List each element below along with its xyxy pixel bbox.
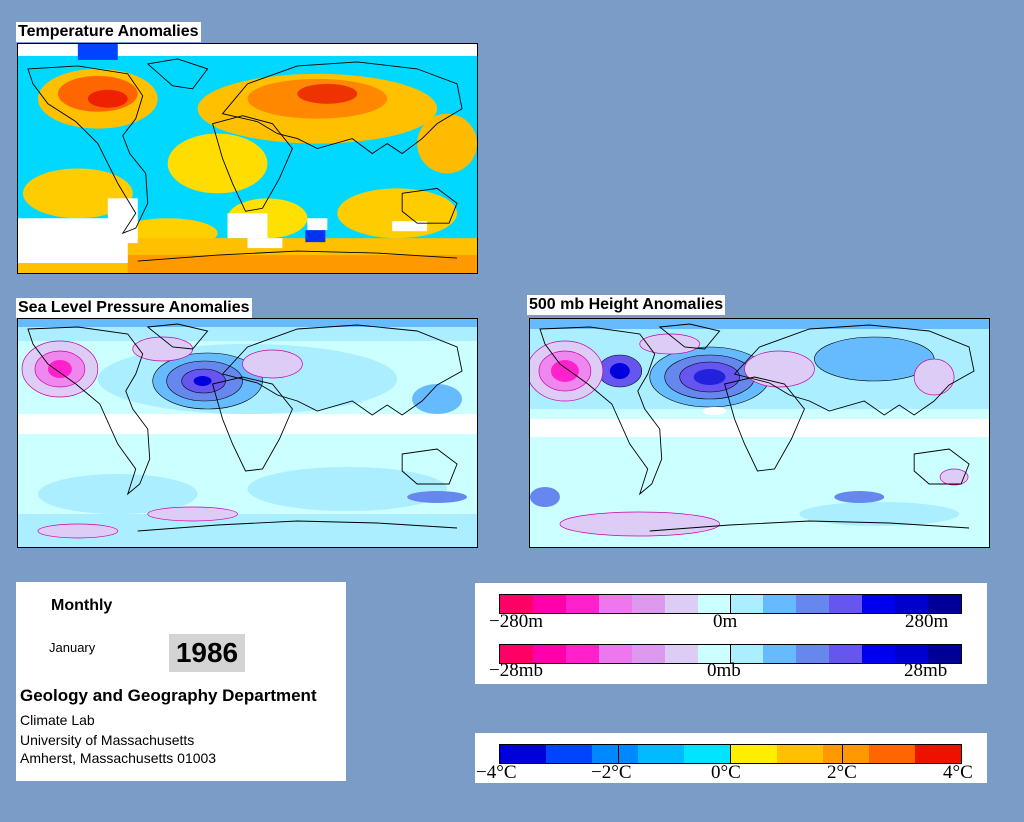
temperature-scale-swatch [868, 745, 915, 763]
temperature-legend: −4°C −2°C 0°C 2°C 4°C [475, 733, 987, 783]
height-scale-swatch [895, 595, 928, 613]
pressure-scale-swatch [862, 645, 896, 663]
height-scale-swatch [862, 595, 896, 613]
temperature-scale-swatch [776, 745, 823, 763]
temperature-scale-swatch [638, 745, 685, 763]
pressure-scale-swatch [598, 645, 632, 663]
temperature-scale-swatch [730, 745, 777, 763]
temp-label-neg2: −2°C [591, 762, 632, 783]
temp-tick-neg2 [618, 744, 619, 764]
pressure-zero-tick [730, 644, 731, 664]
pressure-scale-swatch [500, 645, 533, 663]
height-scale-swatch [631, 595, 665, 613]
temperature-color-scale [499, 744, 962, 764]
height-scale-swatch [532, 595, 566, 613]
temp-label-pos4: 4°C [943, 762, 973, 783]
height-pressure-legend: −280m 0m 280m −28mb 0mb 28mb [475, 583, 987, 684]
height-scale-swatch [763, 595, 797, 613]
temperature-panel-title: Temperature Anomalies [16, 22, 201, 42]
department-name: Geology and Geography Department [20, 686, 317, 705]
height-min-label: −280m [489, 611, 543, 632]
year-label: 1986 [169, 634, 245, 672]
address-line-3: Amherst, Massachusetts 01003 [20, 750, 217, 766]
temperature-scale-swatch [914, 745, 961, 763]
pressure-scale-swatch [763, 645, 797, 663]
month-label: January [49, 640, 96, 655]
address-line-2: University of Massachusetts [20, 732, 195, 748]
height-scale-swatch [927, 595, 961, 613]
temperature-scale-swatch [822, 745, 869, 763]
height-scale-swatch [796, 595, 830, 613]
height-scale-swatch [598, 595, 632, 613]
height-scale-swatch [697, 595, 731, 613]
pressure-scale-swatch [532, 645, 566, 663]
temp-label-neg4: −4°C [476, 762, 517, 783]
temp-label-zero: 0°C [711, 762, 741, 783]
height-max-label: 280m [905, 611, 949, 632]
temperature-scale-swatch [684, 745, 731, 763]
slp-panel-title: Sea Level Pressure Anomalies [16, 298, 252, 318]
pressure-scale-swatch [697, 645, 731, 663]
height-scale-swatch [664, 595, 698, 613]
pressure-max-label: 28mb [904, 660, 948, 681]
pressure-scale-swatch [631, 645, 665, 663]
period-label: Monthly [51, 597, 113, 614]
pressure-scale-swatch [730, 645, 764, 663]
temp-tick-zero [730, 744, 731, 764]
pressure-scale-swatch [565, 645, 599, 663]
temperature-scale-swatch [500, 745, 547, 763]
temperature-anomaly-map [17, 43, 478, 274]
address-line-1: Climate Lab [20, 712, 95, 728]
height-zero-tick [730, 594, 731, 614]
temp-label-pos2: 2°C [827, 762, 857, 783]
pressure-scale-swatch [664, 645, 698, 663]
height-scale-swatch [829, 595, 863, 613]
temperature-scale-swatch [592, 745, 639, 763]
temp-tick-pos2 [842, 744, 843, 764]
height500-panel-title: 500 mb Height Anomalies [527, 295, 726, 315]
pressure-min-label: −28mb [489, 660, 543, 681]
height500-anomaly-map [529, 318, 990, 548]
height-scale-swatch [730, 595, 764, 613]
temperature-scale-swatch [546, 745, 593, 763]
pressure-mid-label: 0mb [707, 660, 741, 681]
height-mid-label: 0m [713, 611, 738, 632]
height-scale-swatch [500, 595, 533, 613]
height-scale-swatch [565, 595, 599, 613]
pressure-scale-swatch [796, 645, 830, 663]
slp-anomaly-map [17, 318, 478, 548]
pressure-scale-swatch [895, 645, 928, 663]
pressure-scale-swatch [829, 645, 863, 663]
info-panel: Monthly January 1986 Geology and Geograp… [16, 582, 346, 781]
pressure-scale-swatch [927, 645, 961, 663]
